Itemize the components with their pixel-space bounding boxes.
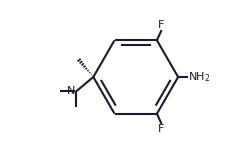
Text: F: F [158,20,164,30]
Text: F: F [158,124,164,134]
Text: N: N [67,86,76,96]
Text: NH$_2$: NH$_2$ [188,70,211,84]
